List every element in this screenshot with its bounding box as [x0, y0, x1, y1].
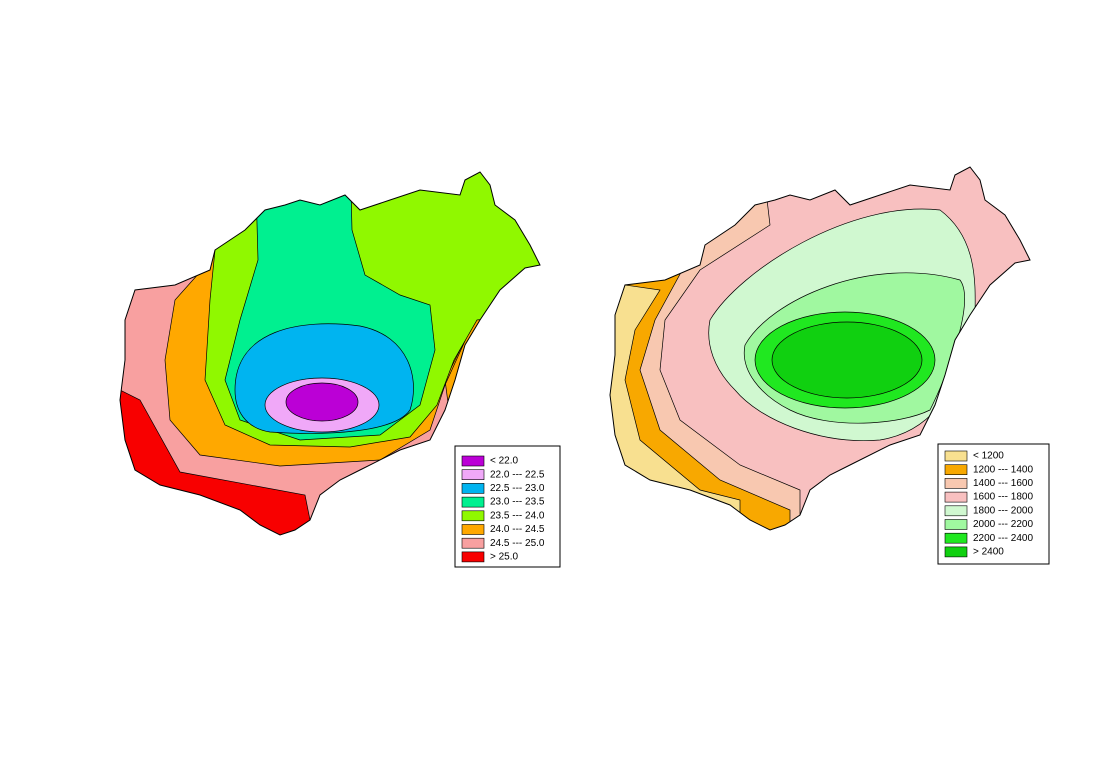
legend-swatch: [461, 483, 485, 494]
legend-swatch: [944, 546, 968, 558]
legend-swatch: [944, 519, 968, 530]
legend-label: 22.5 --- 23.0: [490, 483, 545, 494]
legend-box: [937, 443, 1050, 565]
legend-label: 1600 --- 1800: [973, 492, 1033, 503]
legends: < 22.0 22.0 --- 22.5 22.5 --- 23.0 23.0 ---…: [461, 450, 1033, 563]
legend-label: 23.0 --- 23.5: [490, 497, 545, 508]
legend-swatch: [944, 505, 968, 517]
legend-label: 22.0 --- 22.5: [490, 469, 545, 480]
legend-swatch: [944, 464, 968, 476]
legend-swatch: [461, 524, 485, 535]
legend-swatch: [461, 496, 485, 508]
legend-label: 1400 --- 1600: [973, 478, 1033, 489]
legend-swatch: [461, 455, 485, 467]
legend-swatch: [944, 491, 968, 503]
legend-swatch: [944, 450, 968, 462]
legend-label: > 25.0: [490, 552, 519, 563]
legend-label: 24.5 --- 25.0: [490, 538, 545, 549]
legend-swatch: [944, 478, 968, 489]
legend-label: 1800 --- 2000: [973, 505, 1033, 516]
legend-swatch: [461, 510, 485, 522]
legend-label: 2000 --- 2200: [973, 519, 1033, 530]
legend-label: 24.0 --- 24.5: [490, 524, 545, 535]
legend-swatch: [461, 551, 485, 563]
zone: [771, 321, 923, 399]
legend-label: 2200 --- 2400: [973, 533, 1033, 544]
legend-label: 1200 --- 1400: [973, 464, 1033, 475]
legend-swatch: [461, 469, 485, 481]
legend-label: > 2400: [973, 547, 1004, 558]
legend-swatch: [944, 532, 968, 544]
zone: [285, 382, 359, 422]
legend-label: 23.5 --- 24.0: [490, 510, 545, 521]
legend-swatch: [461, 537, 485, 549]
legend-label: < 22.0: [490, 456, 519, 467]
legend-label: < 1200: [973, 451, 1004, 462]
